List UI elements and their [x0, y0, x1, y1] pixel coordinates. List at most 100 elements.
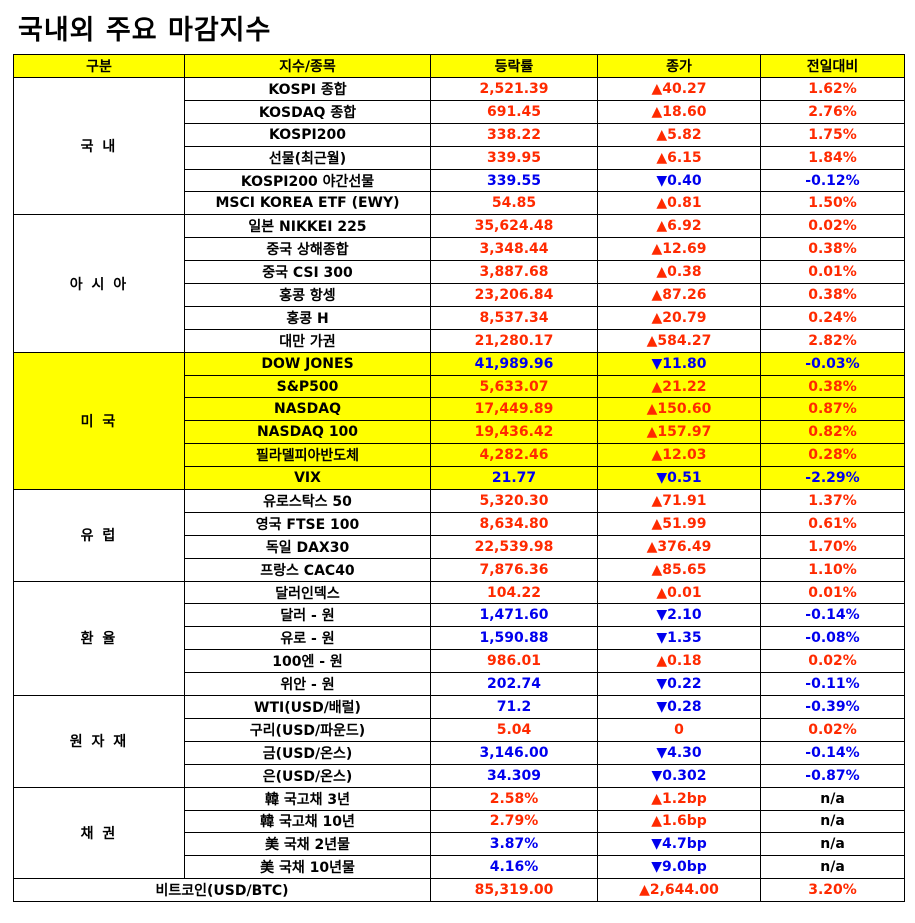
index-change: ▲0.81 [597, 191, 761, 216]
group-label: 아 시 아 [13, 214, 185, 353]
index-name: 100엔 - 원 [184, 649, 431, 674]
table-row: 아 시 아 일본 NIKKEI 225 35,624.48 ▲6.92 0.02% [13, 214, 905, 353]
index-change-pct: 1.10% [760, 557, 905, 582]
bitcoin-change: ▲2,644.00 [597, 878, 761, 903]
table-row: 韓 국고채 10년 2.79% ▲1.6bp n/a [14, 809, 905, 834]
index-change: ▲20.79 [597, 305, 761, 330]
index-value: 5,633.07 [430, 374, 598, 399]
table-row-bitcoin: 비트코인(USD/BTC) 85,319.00 ▲2,644.00 3.20% [13, 878, 905, 903]
index-name: 구리(USD/파운드) [184, 717, 431, 742]
page-title: 국내외 주요 마감지수 [18, 15, 272, 46]
index-change: ▼1.35 [597, 626, 761, 651]
header-category: 구분 [13, 54, 185, 78]
index-value: 986.01 [430, 649, 598, 674]
table-row: 달러 - 원 1,471.60 ▼2.10 -0.14% [14, 603, 905, 628]
index-value: 71.2 [430, 695, 598, 719]
index-change-pct: 0.38% [760, 237, 905, 262]
index-change: 0 [597, 717, 761, 742]
index-change-pct: n/a [760, 809, 905, 834]
index-value: 2.79% [430, 809, 598, 834]
index-name: WTI(USD/배럴) [184, 695, 431, 719]
index-value: 7,876.36 [430, 557, 598, 582]
index-change-pct: 0.02% [760, 717, 905, 742]
index-name: 홍콩 항셍 [184, 283, 431, 307]
index-change: ▲85.65 [597, 557, 761, 582]
index-name: 韓 국고채 3년 [184, 786, 431, 811]
index-change-pct: -0.14% [760, 603, 905, 628]
index-change: ▲40.27 [597, 77, 761, 101]
index-change: ▼0.28 [597, 695, 761, 719]
index-value: 3,887.68 [430, 260, 598, 285]
index-value: 21.77 [430, 466, 598, 491]
table-row: 은(USD/온스) 34.309 ▼0.302 -0.87% [14, 763, 905, 788]
index-value: 2.58% [430, 786, 598, 811]
index-change: ▲6.92 [597, 214, 761, 239]
index-change: ▼11.80 [597, 351, 761, 376]
index-change: ▲18.60 [597, 99, 761, 124]
index-change-pct: 0.02% [760, 649, 905, 674]
index-change: ▼4.7bp [597, 832, 761, 857]
index-value: 5.04 [430, 717, 598, 742]
index-value: 2,521.39 [430, 77, 598, 101]
index-change: ▲6.15 [597, 145, 761, 170]
index-name: 美 국채 2년물 [184, 832, 431, 857]
index-change: ▼2.10 [597, 603, 761, 628]
index-change-pct: 0.38% [760, 283, 905, 307]
group-label: 국 내 [13, 76, 185, 216]
index-change: ▼0.302 [597, 763, 761, 788]
index-value: 23,206.84 [430, 283, 598, 307]
index-value: 338.22 [430, 122, 598, 147]
index-change-pct: 0.82% [760, 420, 905, 445]
index-change: ▼9.0bp [597, 855, 761, 880]
index-name: 위안 - 원 [184, 672, 431, 697]
bitcoin-change-pct: 3.20% [760, 878, 905, 903]
index-name: VIX [184, 466, 431, 491]
market-index-table: 구분 지수/종목 등락률 종가 전일대비 국 내 KOSPI 종합 2,521.39… [13, 54, 905, 903]
index-change-pct: 0.38% [760, 374, 905, 399]
index-change-pct: 0.87% [760, 397, 905, 422]
index-change-pct: 0.02% [760, 214, 905, 239]
table-row: 미 국 DOW JONES 41,989.96 ▼11.80 -0.03% [13, 351, 905, 491]
index-name: 美 국채 10년물 [184, 855, 431, 880]
index-change-pct: 0.28% [760, 443, 905, 468]
table-body: 국 내 KOSPI 종합 2,521.39 ▲40.27 1.62% KOSDAQ 종합 6… [13, 76, 905, 903]
table-row: NASDAQ 17,449.89 ▲150.60 0.87% [14, 397, 905, 422]
index-change: ▲51.99 [597, 511, 761, 536]
index-value: 34.309 [430, 763, 598, 788]
index-name: 영국 FTSE 100 [184, 511, 431, 536]
index-change-pct: -0.11% [760, 672, 905, 697]
table-row: 금(USD/온스) 3,146.00 ▼4.30 -0.14% [14, 740, 905, 765]
index-name: 유로스탁스 50 [184, 489, 431, 513]
index-change-pct: 1.62% [760, 77, 905, 101]
table-row: S&P500 5,633.07 ▲21.22 0.38% [14, 374, 905, 399]
index-name: 중국 상해종합 [184, 237, 431, 262]
index-name: 홍콩 H [184, 305, 431, 330]
index-change-pct: 1.84% [760, 145, 905, 170]
index-change: ▲87.26 [597, 283, 761, 307]
index-change: ▲584.27 [597, 328, 761, 353]
index-value: 1,590.88 [430, 626, 598, 651]
index-name: 금(USD/온스) [184, 740, 431, 765]
index-name: MSCI KOREA ETF (EWY) [184, 191, 431, 216]
index-change: ▲0.01 [597, 580, 761, 605]
index-change-pct: 0.61% [760, 511, 905, 536]
index-change: ▼4.30 [597, 740, 761, 765]
table-row: 유 럽 유로스탁스 50 5,320.30 ▲71.91 1.37% [13, 489, 905, 582]
index-name: 선물(최근월) [184, 145, 431, 170]
index-change: ▼0.51 [597, 466, 761, 491]
index-value: 19,436.42 [430, 420, 598, 445]
index-change-pct: -0.08% [760, 626, 905, 651]
index-change-pct: 0.24% [760, 305, 905, 330]
index-value: 339.95 [430, 145, 598, 170]
index-change: ▲376.49 [597, 534, 761, 559]
index-change-pct: 2.82% [760, 328, 905, 353]
table-row: 원 자 재 WTI(USD/배럴) 71.2 ▼0.28 -0.39% [13, 695, 905, 788]
index-change: ▼0.40 [597, 168, 761, 193]
table-header-row: 구분 지수/종목 등락률 종가 전일대비 [13, 54, 905, 78]
index-name: 일본 NIKKEI 225 [184, 214, 431, 239]
table-row: 국 내 KOSPI 종합 2,521.39 ▲40.27 1.62% [13, 76, 905, 216]
table-row: 환 율 달러인덱스 104.22 ▲0.01 0.01% [13, 580, 905, 697]
index-name: 중국 CSI 300 [184, 260, 431, 285]
index-value: 54.85 [430, 191, 598, 216]
